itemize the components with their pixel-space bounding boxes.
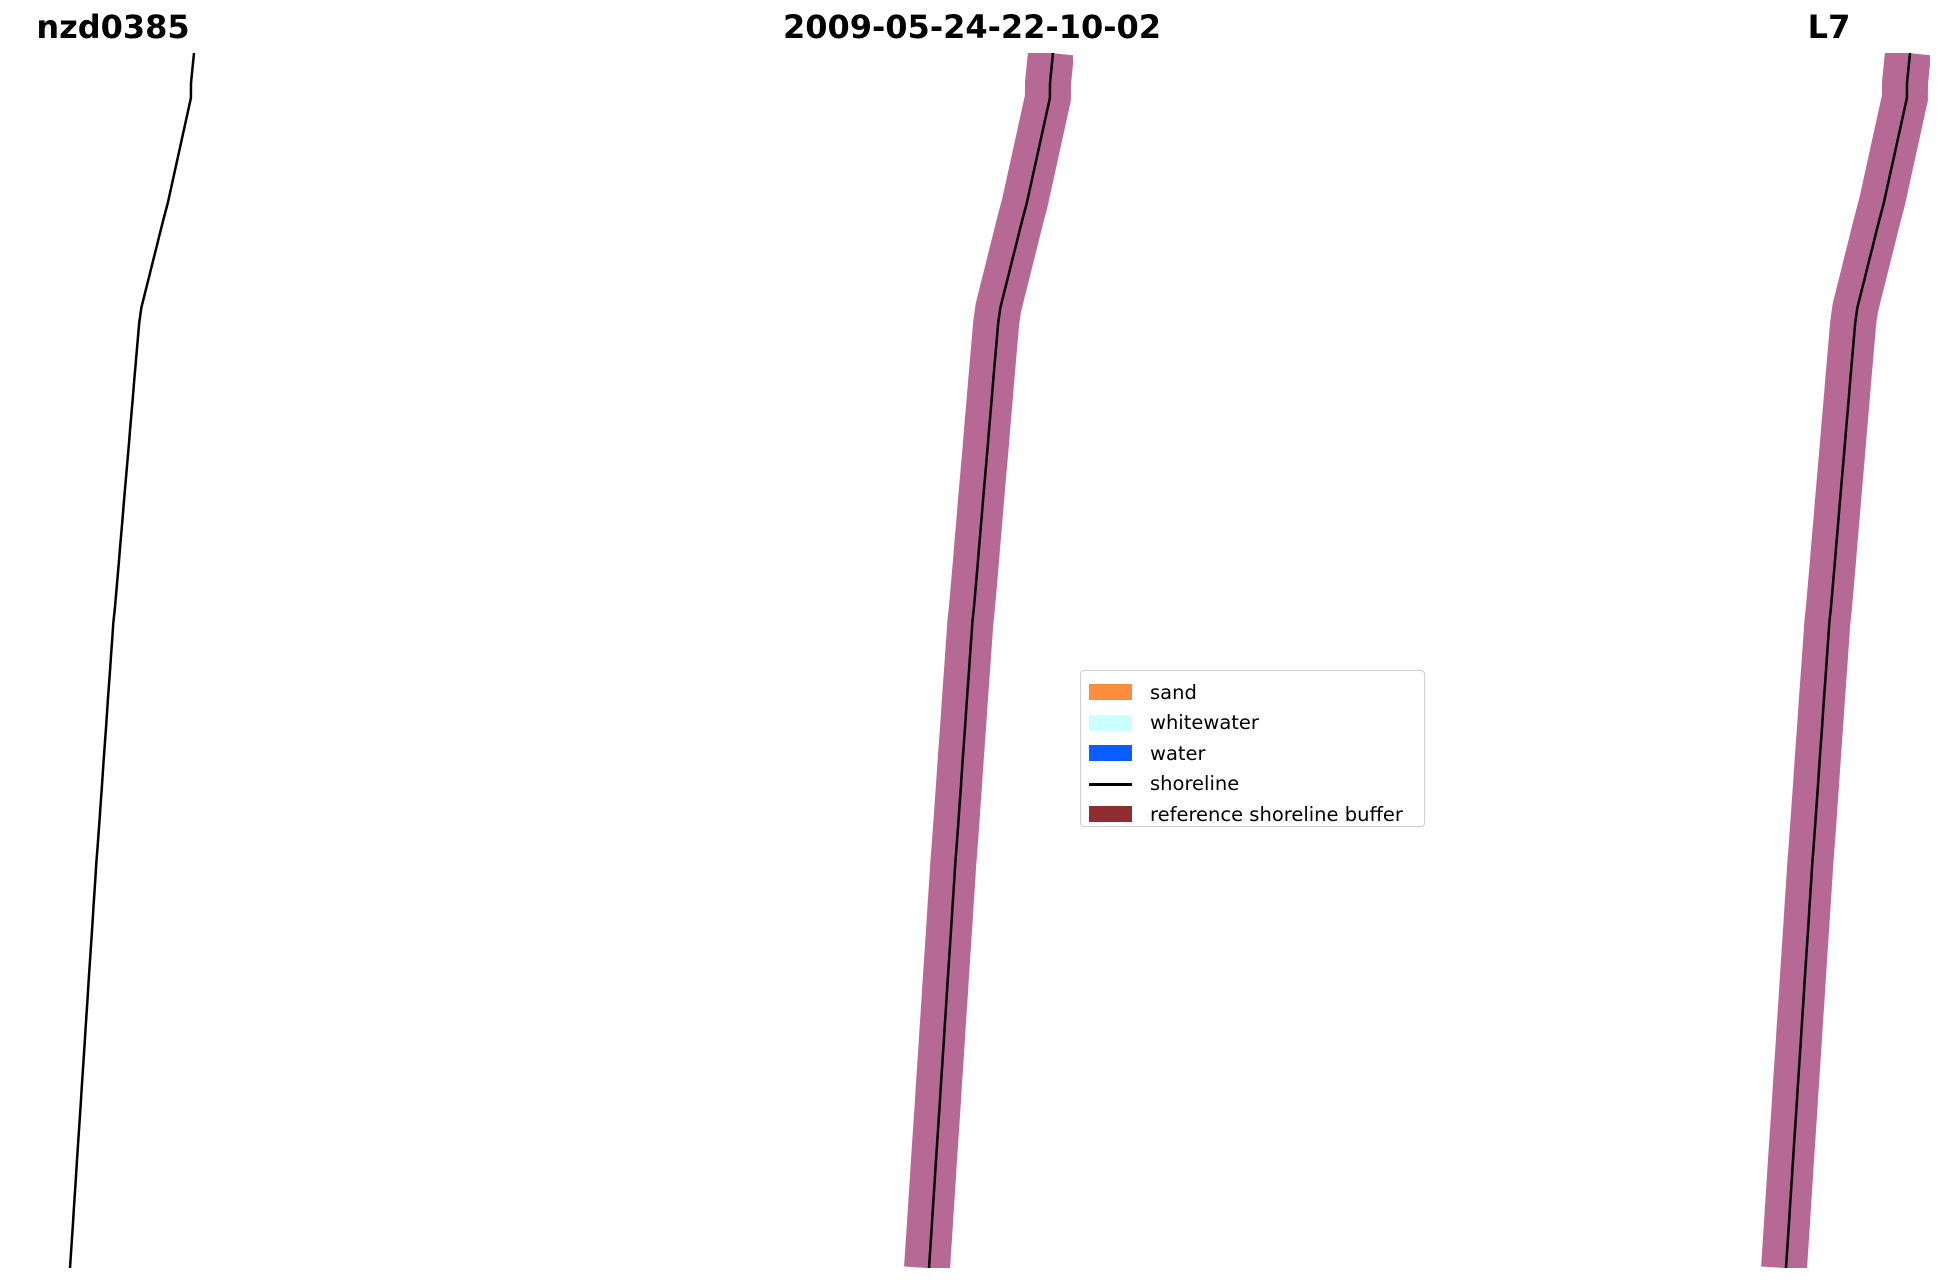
rgb-image-panel [14, 53, 214, 1268]
legend-label: sand [1150, 680, 1197, 704]
shoreline-line [927, 53, 1055, 1268]
legend-item-buffer: reference shoreline buffer [1089, 799, 1416, 830]
shoreline-swatch [1089, 776, 1132, 792]
classified-image [904, 53, 1073, 1268]
buffer-swatch [1089, 806, 1132, 823]
classified-image-panel [873, 53, 1073, 1268]
reference-buffer [1761, 53, 1930, 1268]
whitewater-swatch [1089, 714, 1132, 731]
legend-label: water [1150, 741, 1206, 765]
legend-item-water: water [1089, 738, 1416, 769]
rgb-image [68, 53, 196, 1268]
legend-item-whitewater: whitewater [1089, 708, 1416, 739]
reference-buffer [904, 53, 1073, 1268]
center-panel-title: 2009-05-24-22-10-02 [782, 8, 1162, 46]
index-image [1761, 53, 1930, 1268]
shoreline-line [1784, 53, 1912, 1268]
sand-swatch [1089, 684, 1132, 701]
left-panel-title: nzd0385 [36, 8, 190, 46]
water-swatch [1089, 745, 1132, 762]
legend-item-shoreline: shoreline [1089, 769, 1416, 800]
legend-label: shoreline [1150, 772, 1240, 796]
right-panel-title: L7 [1807, 8, 1851, 46]
legend: sand whitewater water shoreline referenc… [1080, 670, 1425, 827]
legend-label: reference shoreline buffer [1150, 802, 1403, 826]
index-image-panel [1730, 53, 1930, 1268]
shoreline-line [68, 53, 196, 1268]
legend-label: whitewater [1150, 711, 1259, 735]
legend-item-sand: sand [1089, 677, 1416, 708]
